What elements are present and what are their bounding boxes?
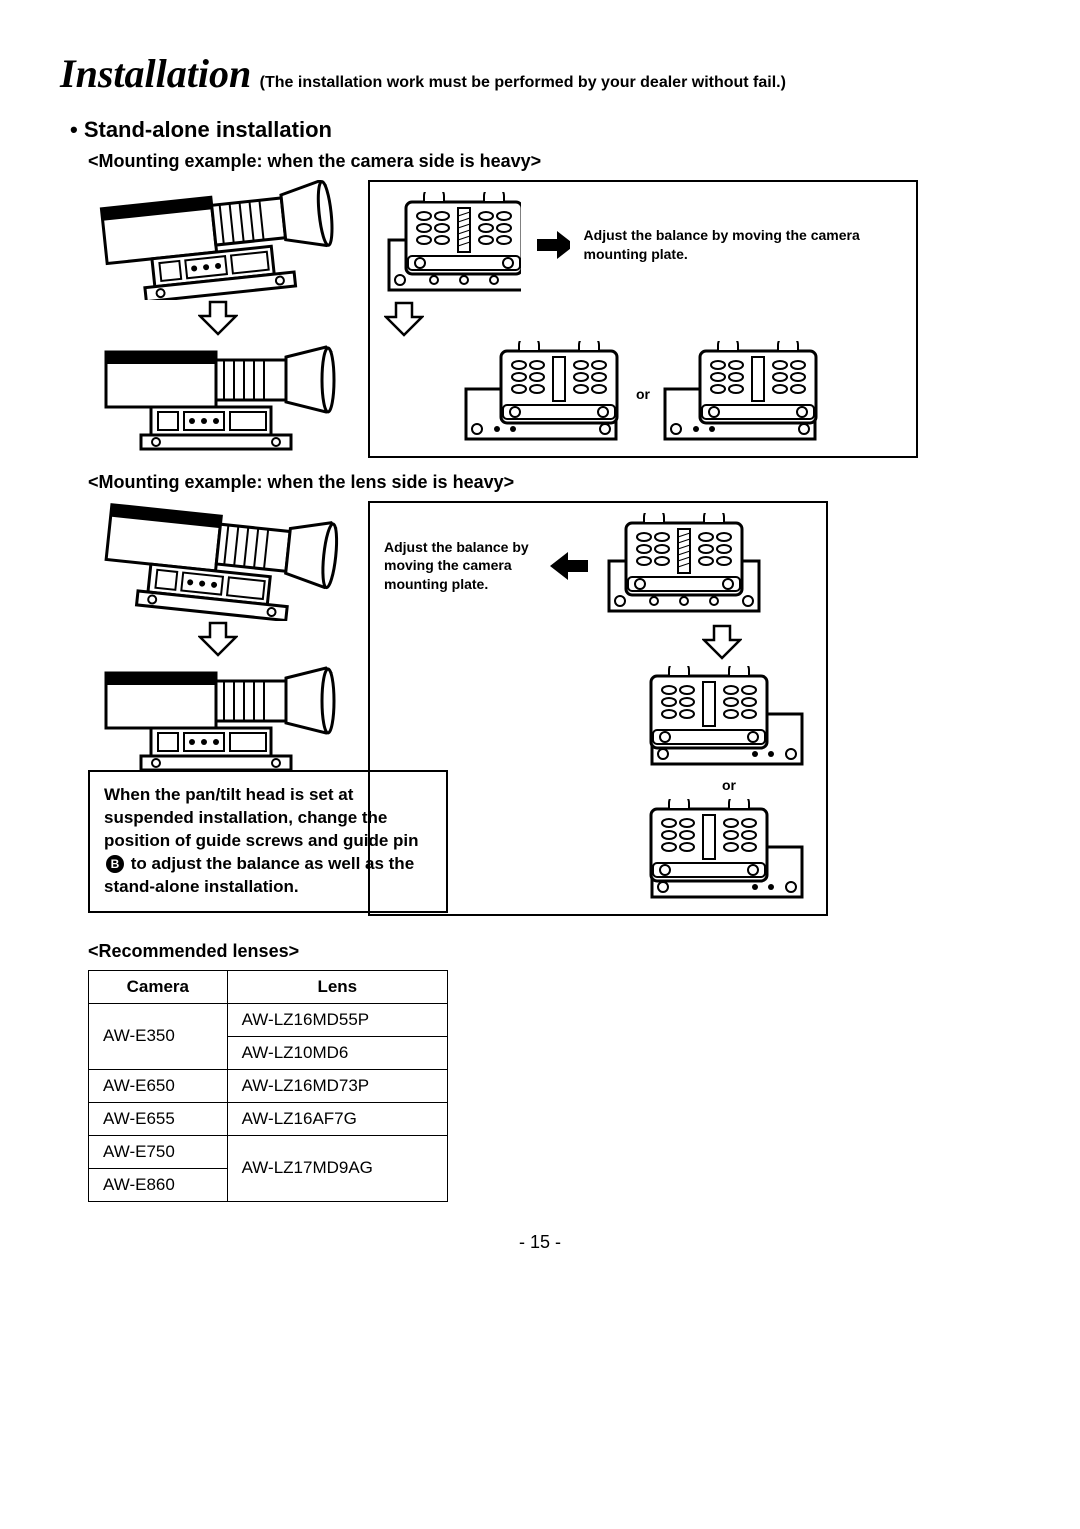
lenses-heading: <Recommended lenses> [88,941,1020,962]
example1-balance-note: Adjust the balance by moving the camera … [584,226,902,262]
plate-top2-icon [604,513,769,618]
section-heading: • Stand-alone installation [70,117,1020,143]
table-header-row: Camera Lens [89,970,448,1003]
plate-top-icon [384,192,521,297]
example1-heading: <Mounting example: when the camera side … [88,151,1020,172]
col-camera: Camera [89,970,228,1003]
table-row: AW-E350 AW-LZ16MD55P [89,1003,448,1036]
table-row: AW-E750 AW-LZ17MD9AG [89,1135,448,1168]
table-row: AW-E650 AW-LZ16MD73P [89,1069,448,1102]
example2-left-col [88,501,348,777]
plate-shift-b-icon [660,341,825,446]
arrow-down-icon [702,624,742,660]
camera-unbalanced-icon [88,180,348,300]
example2-right-box: Adjust the balance by moving the camera … [368,501,828,916]
plate-shift-a-icon [461,341,626,446]
cell-lens: AW-LZ16MD73P [227,1069,447,1102]
cell-lens: AW-LZ10MD6 [227,1036,447,1069]
cell-camera: AW-E650 [89,1069,228,1102]
example2-heading: <Mounting example: when the lens side is… [88,472,1020,493]
arrow-left-icon [548,550,590,582]
arrow-down-icon [384,301,424,337]
pin-b-icon: B [106,855,124,873]
page-title-row: Installation (The installation work must… [60,50,1020,97]
lenses-table: Camera Lens AW-E350 AW-LZ16MD55P AW-LZ10… [88,970,448,1202]
or-label: or [636,386,650,402]
col-lens: Lens [227,970,447,1003]
arrow-down-icon [198,300,238,336]
cell-lens: AW-LZ16AF7G [227,1102,447,1135]
example1-left-col [88,180,348,456]
example2-balance-note: Adjust the balance by moving the camera … [384,538,534,593]
cell-camera: AW-E655 [89,1102,228,1135]
example1-row: Adjust the balance by moving the camera … [88,180,1020,458]
cell-camera: AW-E750 [89,1135,228,1168]
arrow-right-icon [535,229,570,261]
cell-camera: AW-E860 [89,1168,228,1201]
example1-right-box: Adjust the balance by moving the camera … [368,180,918,458]
cell-camera: AW-E350 [89,1003,228,1069]
page-number: - 15 - [60,1232,1020,1253]
camera-balanced-icon [88,336,348,456]
plate-shift-d-icon [647,799,812,904]
camera-unbalanced2-icon [88,501,348,621]
plate-shift-c-icon [647,666,812,771]
cell-lens: AW-LZ16MD55P [227,1003,447,1036]
title-main: Installation [60,51,251,96]
title-sub: (The installation work must be performed… [260,74,786,91]
table-row: AW-E655 AW-LZ16AF7G [89,1102,448,1135]
cell-lens: AW-LZ17MD9AG [227,1135,447,1201]
arrow-down-icon [198,621,238,657]
camera-balanced2-icon [88,657,348,777]
or-label2: or [722,777,736,793]
